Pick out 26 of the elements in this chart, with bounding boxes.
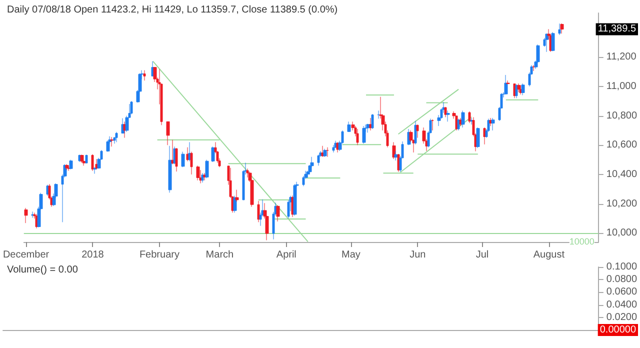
x-tick-label: May: [342, 250, 360, 260]
chart-title: Volume() = 0.00: [7, 264, 78, 276]
chart-title: Daily 07/08/18 Open 11423.2, Hi 11429, Lo 11359.7, Close 11389.5 (0.0%): [7, 4, 338, 16]
x-tick-label: 2018: [82, 250, 104, 260]
y-tick-label: 10,600: [606, 140, 638, 151]
y-tick-label: 0.0200: [606, 312, 638, 323]
y-tick-label: 0.0400: [606, 299, 638, 310]
y-tick-label: 10,400: [606, 168, 638, 180]
y-tick-label: 11,200: [606, 52, 637, 63]
text: 0.00000: [600, 324, 636, 336]
y-tick-label: 11,000: [606, 80, 637, 92]
x-tick-label: August: [533, 250, 565, 260]
x-tick-label: Jul: [476, 250, 489, 260]
y-tick-label: 10,000: [606, 228, 638, 239]
y-tick-label: 10,200: [606, 198, 638, 210]
x-tick-label: February: [139, 250, 180, 260]
x-tick-label: March: [206, 250, 234, 260]
x-tick-label: April: [276, 250, 296, 260]
x-tick-label: Jun: [410, 250, 426, 260]
y-tick-label: 10,800: [606, 110, 638, 122]
y-tick-label: 0.0600: [606, 286, 638, 298]
ref-line-label: 10000: [569, 236, 594, 247]
annotation: 11,389.5: [598, 24, 636, 35]
x-tick-label: December: [2, 250, 50, 260]
y-tick-label: 0.0800: [606, 274, 638, 286]
y-tick-label: 0.1000: [606, 262, 638, 272]
